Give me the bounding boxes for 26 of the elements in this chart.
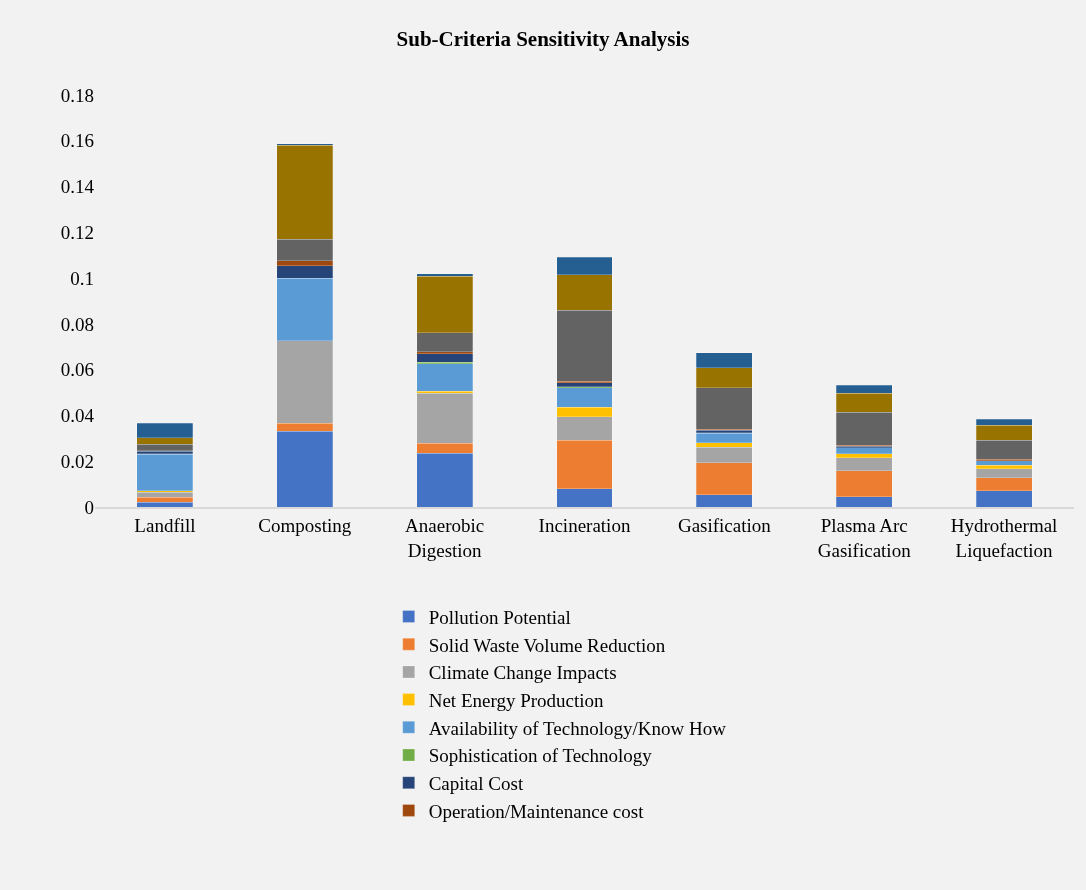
legend-label: Net Energy Production	[428, 690, 605, 711]
y-tick-label: 0.06	[60, 359, 94, 381]
legend-label: Pollution Potential	[428, 606, 571, 628]
y-tick-label: 0.12	[60, 221, 94, 243]
y-tick-label: 0.04	[60, 405, 95, 427]
y-tick-label: 0.08	[60, 313, 94, 335]
x-tick-label: Plasma Arc Gasification	[817, 514, 912, 561]
legend-label: Solid Waste Volume Reduction	[428, 634, 666, 656]
legend-label: Availability of Technology/Know How	[428, 717, 727, 739]
y-tick-label: 0.18	[60, 84, 94, 106]
x-tick-label: Hydrothermal Liquefaction	[950, 514, 1058, 561]
chart-title: Sub-Criteria Sensitivity Analysis	[396, 26, 690, 51]
x-tick-label: Gasification	[677, 514, 772, 536]
legend-label: Operation/Maintenance cost	[428, 800, 645, 822]
y-tick-label: 0.1	[70, 267, 94, 289]
legend-label: Sophistication of Technology	[428, 745, 653, 767]
legend-label: Capital Cost	[428, 773, 524, 795]
x-tick-label: Composting	[258, 514, 352, 536]
y-tick-label: 0	[84, 496, 94, 518]
legend-label: Climate Change Impacts	[428, 662, 617, 684]
y-tick-label: 0.02	[60, 450, 94, 472]
x-tick-label: Anaerobic Digestion	[405, 514, 485, 561]
y-tick-label: 0.16	[60, 130, 94, 152]
x-tick-label: Landfill	[134, 514, 196, 536]
y-tick-label: 0.14	[60, 176, 95, 198]
x-tick-label: Incineration	[538, 514, 631, 536]
